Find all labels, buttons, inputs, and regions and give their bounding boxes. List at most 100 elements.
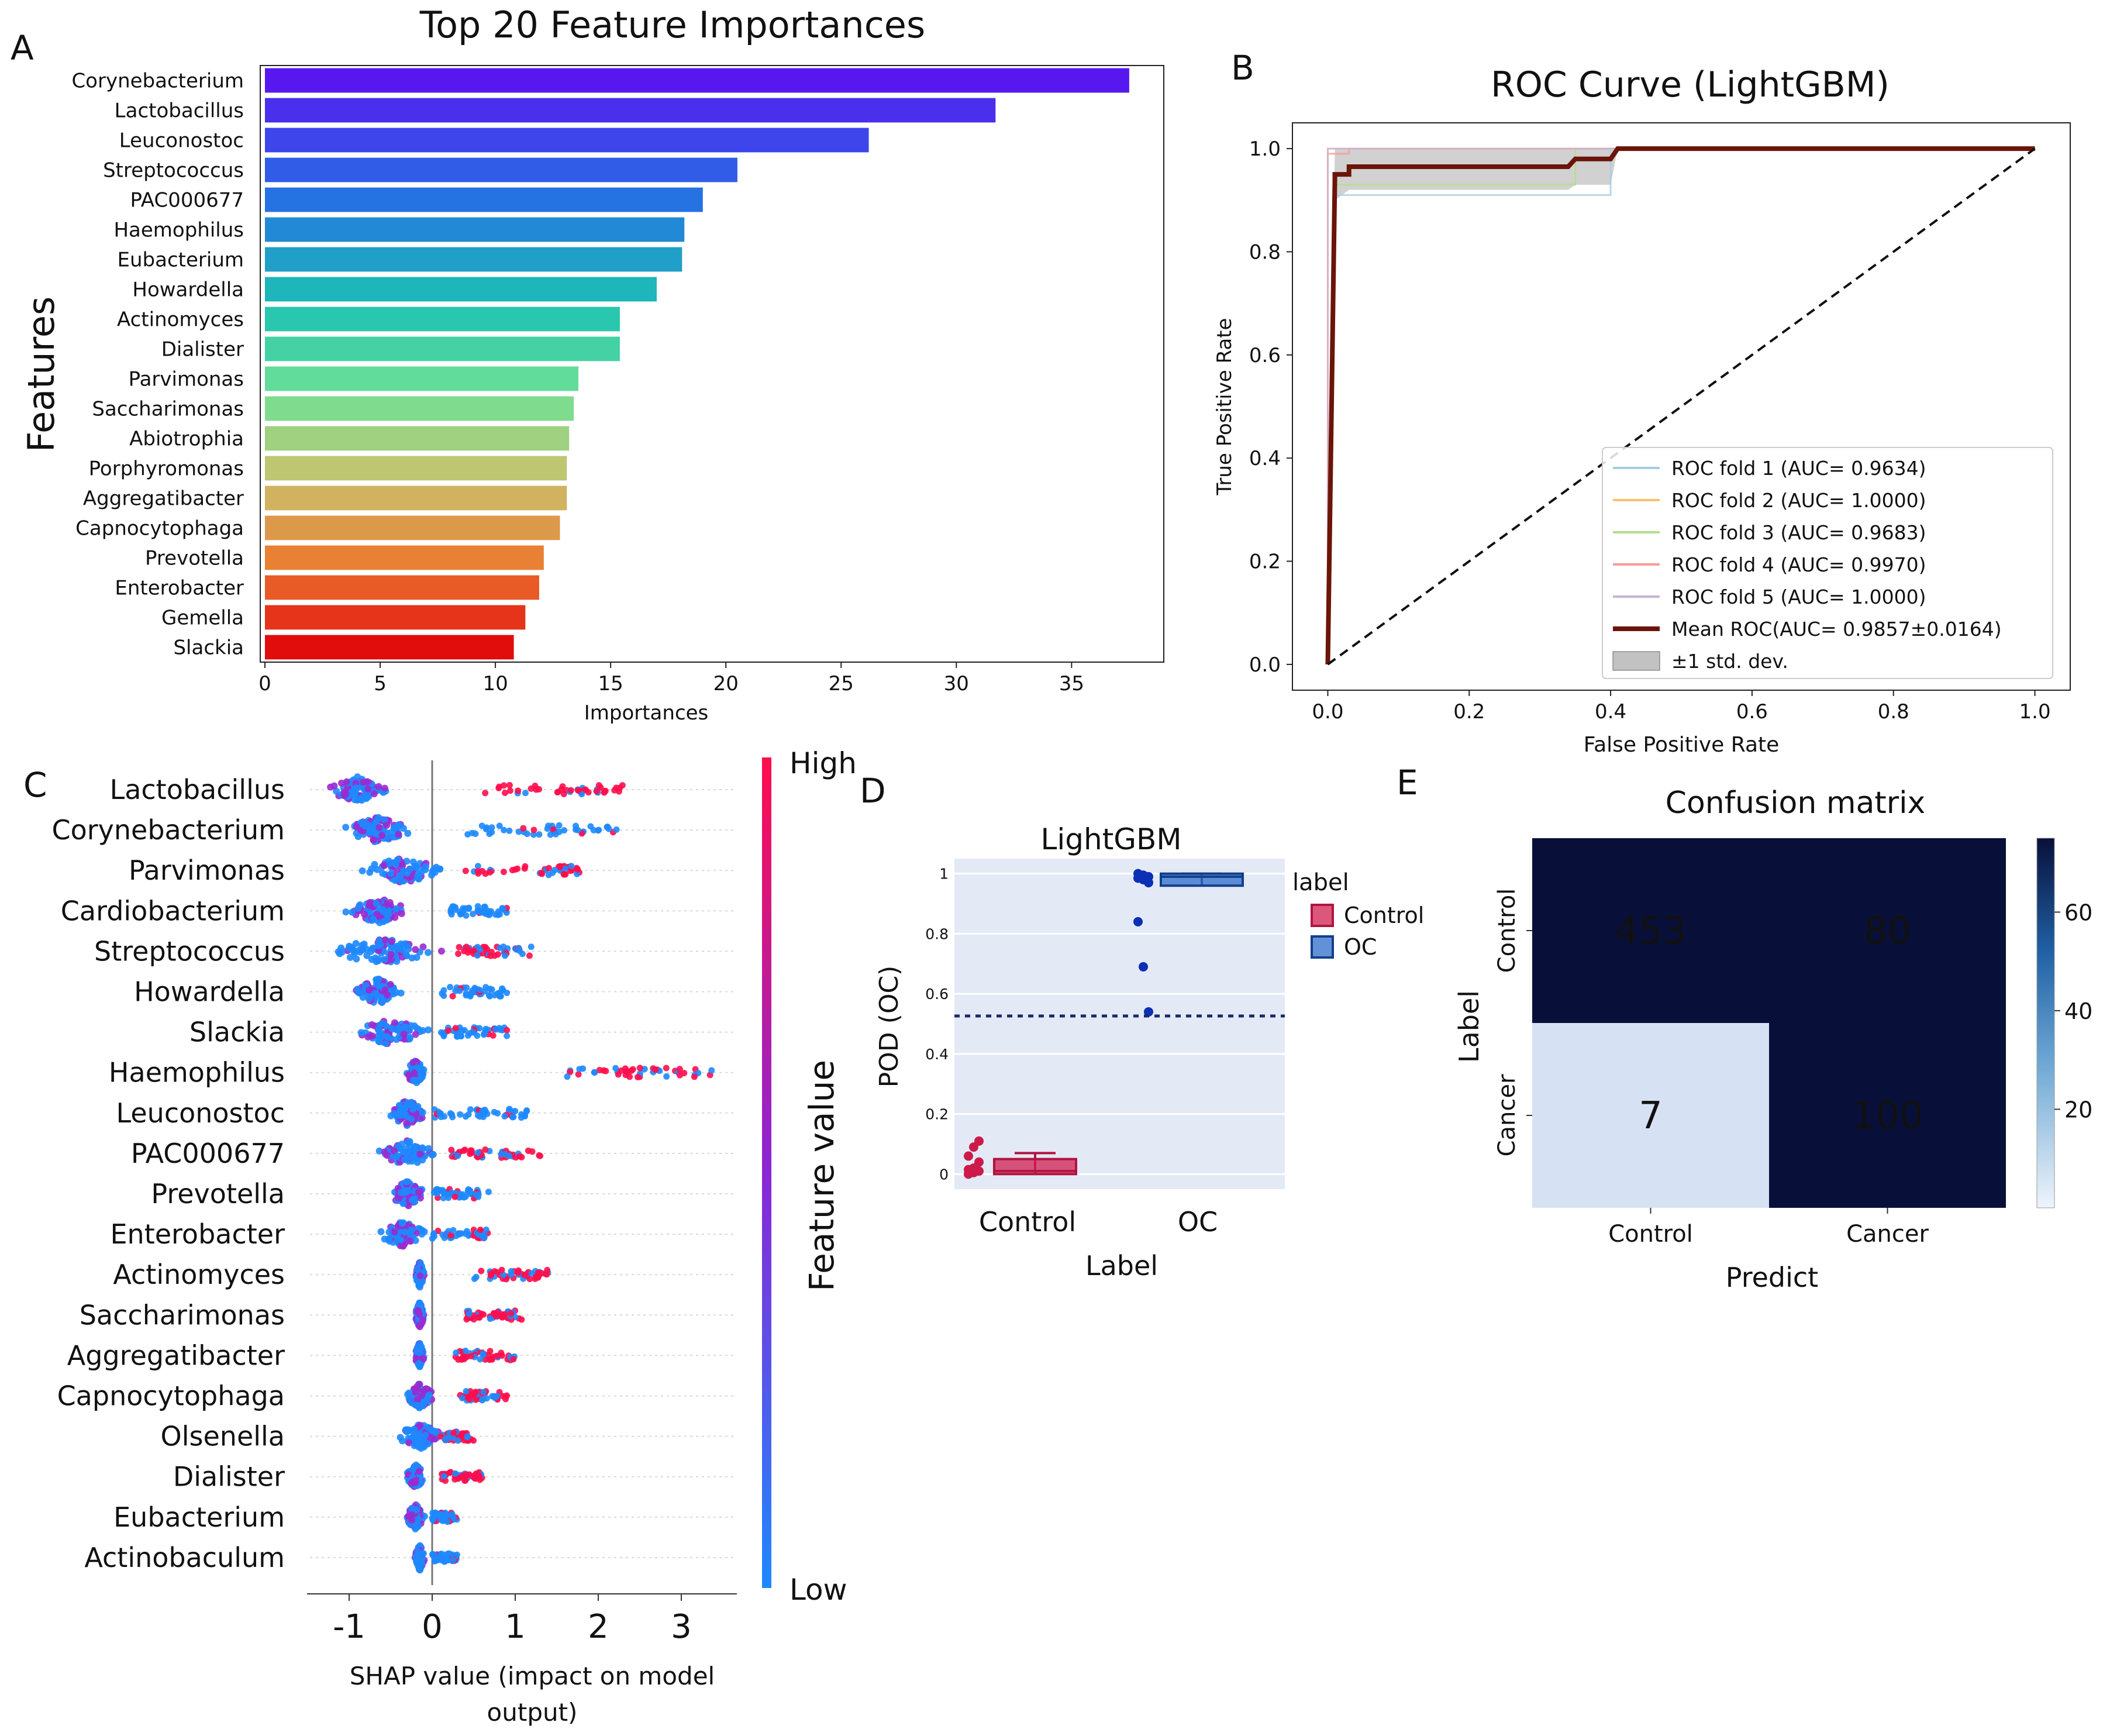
roc-legend: ROC fold 1 (AUC= 0.9634) ROC fold 2 (AUC=… [1602,447,2053,679]
shap-point [474,867,481,874]
shap-point [447,984,454,991]
shap-point [455,950,462,957]
shap-point [529,1270,536,1277]
shap-point [482,1227,489,1234]
shap-feature-label: PAC000677 [131,1138,285,1169]
shap-point [379,905,387,913]
shap-point [602,1067,609,1074]
shap-point [615,1071,622,1078]
shap-point [378,832,386,839]
shap-point [453,1033,460,1040]
roc-ylabel: True Positive Rate [1213,318,1236,496]
shap-point [501,1112,508,1120]
shap-point [529,1148,536,1155]
shap-point [373,911,381,918]
shap-point [436,1110,443,1117]
shap-point [353,823,360,831]
shap-point [523,1108,530,1115]
shap-point [480,1234,487,1241]
shap-point [474,1112,481,1119]
shap-point [408,1511,416,1518]
shap-point [484,911,491,918]
shap-point [409,1153,416,1161]
shap-point [384,991,391,998]
shap-point [480,1110,487,1117]
pod-xlabel: Label [1085,1250,1158,1282]
shap-colorbar-low: Low [789,1573,847,1607]
shap-xtick-label: -1 [333,1608,366,1646]
shap-point [418,1392,425,1400]
shap-point [391,877,399,884]
roc-mean-line [1325,146,2035,664]
shap-point [475,1314,482,1321]
roc-ytick-label: 1.0 [1249,137,1281,161]
shap-point [448,1146,455,1153]
shap-point [422,863,430,870]
shap-point [439,1187,446,1194]
shap-point [538,870,545,877]
shap-beeswarm-chart: Lactobacillus Corynebacterium Parvimonas Ca… [51,746,856,1727]
shap-point [449,1434,456,1441]
shap-xtick-label: 2 [588,1608,609,1646]
shap-point [440,987,447,994]
shap-point [405,1026,413,1034]
shap-point [392,988,400,996]
roc-legend-band-label: ±1 std. dev. [1671,650,1788,673]
shap-point [381,956,388,963]
shap-point [412,1388,420,1396]
shap-point [416,1272,424,1280]
roc-xtick-label: 1.0 [2019,700,2051,724]
roc-legend-label: ROC fold 5 (AUC= 1.0000) [1671,585,1926,608]
shap-point [368,1032,376,1040]
shap-point [469,1028,476,1035]
shap-point [386,860,394,867]
shap-point [488,986,495,993]
shap-point [424,949,432,956]
shap-feature-label: Parvimonas [129,855,285,886]
shap-point [552,831,559,838]
shap-point [485,1189,492,1196]
importance-bar [265,157,737,182]
shap-point [415,1552,422,1559]
shap-colorbar [762,757,771,1588]
pod-point [1139,962,1148,972]
shap-point [486,831,493,838]
importance-bar [265,545,544,570]
shap-point [463,984,470,991]
shap-point [392,905,400,912]
shap-point [337,944,345,952]
shap-point [373,977,381,985]
shap-xlabel-line2: output) [487,1698,578,1727]
shap-point [466,1311,473,1318]
shap-point [574,787,581,794]
shap-feature-label: Saccharimonas [80,1299,285,1331]
shap-point [470,911,477,918]
shap-point [461,1027,468,1034]
shap-point [494,1110,501,1117]
shap-point [454,1437,461,1444]
shap-point [474,1149,481,1156]
confusion-cell [1769,1023,2006,1208]
shap-point [466,904,473,911]
shap-point [413,1265,421,1272]
shap-point [430,1233,437,1240]
shap-point [387,981,394,988]
shap-point [504,1032,511,1039]
shap-point [416,1542,424,1549]
shap-point [415,1189,422,1196]
shap-point [522,1112,529,1120]
shap-feature-label: Aggregatibacter [67,1339,285,1371]
shap-point [352,940,360,948]
shap-point [476,986,483,993]
shap-point [402,951,410,959]
shap-point [416,1321,423,1329]
shap-point [401,1156,408,1163]
importance-xtick-label: 25 [829,672,854,695]
importance-xtick-label: 10 [482,672,508,695]
shap-point [413,864,420,872]
importance-category-label: Leuconostoc [119,129,244,153]
roc-legend-label: ROC fold 4 (AUC= 0.9970) [1671,553,1926,576]
shap-point [385,1235,392,1243]
shap-point [416,1468,423,1475]
shap-point [476,1025,483,1032]
